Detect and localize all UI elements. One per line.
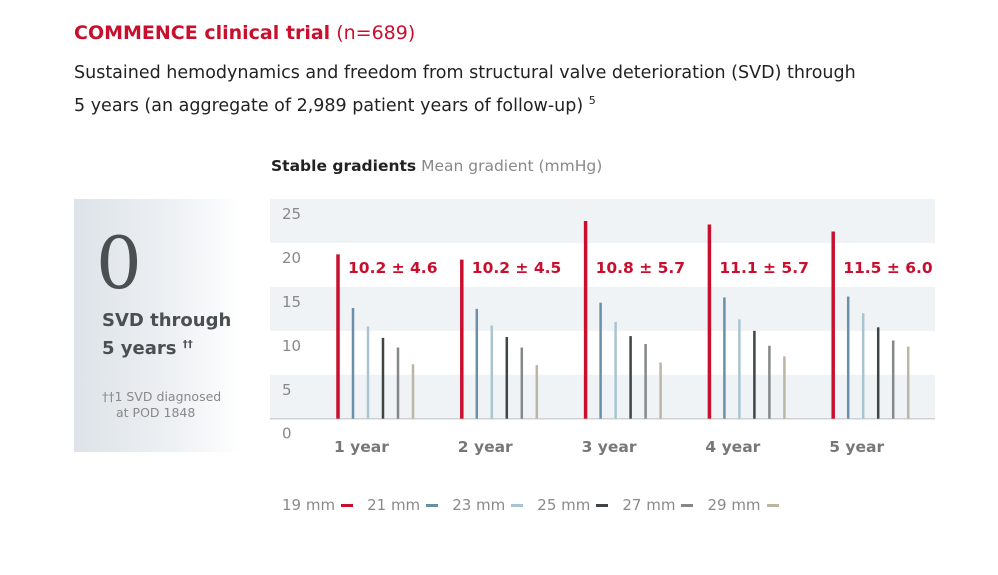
svd-footnote-mark: †† [182,339,193,350]
bar-23mm-5year [861,313,865,419]
y-tick-label: 10 [282,337,301,355]
mean-gradient-label: 10.2 ± 4.5 [472,259,561,277]
grid-band [270,199,935,243]
legend-label: 27 mm [622,496,676,514]
subtitle-line1: Sustained hemodynamics and freedom from … [74,63,856,83]
legend-swatch [596,503,609,507]
legend-item: 19 mm [282,496,354,514]
bar-25mm-2year [505,336,509,419]
legend-label: 19 mm [282,496,336,514]
x-tick-label: 2 year [458,438,513,456]
legend-swatch [341,503,354,507]
bar-29mm-4year [783,356,786,419]
y-tick-label: 5 [282,381,292,399]
bar-27mm-4year [768,345,771,419]
bar-21mm-5year [846,296,850,419]
grid-band [270,286,935,331]
mean-gradient-label: 10.8 ± 5.7 [596,259,685,277]
y-tick-label: 20 [282,249,301,267]
legend-label: 25 mm [537,496,591,514]
subtitle-ref: 5 [588,94,596,107]
bar-19mm-3year [583,220,588,419]
bar-25mm-4year [753,330,756,419]
bar-23mm-3year [614,322,617,419]
mean-gradient-label: 10.2 ± 4.6 [348,259,437,277]
bar-29mm-2year [535,365,539,419]
svd-panel: 0 SVD through 5 years †† ††1 SVD diagnos… [74,199,242,452]
subtitle: Sustained hemodynamics and freedom from … [74,60,894,120]
bar-19mm-1year [336,254,340,419]
svd-note-line1: 1 SVD diagnosed [114,389,222,404]
legend-label: 23 mm [452,496,506,514]
x-tick-label: 3 year [582,438,637,456]
chart-title: Stable gradients [271,157,417,175]
legend-item: 27 mm [622,496,694,514]
page-title: COMMENCE clinical trial (n=689) [74,22,415,44]
svd-footnote: ††1 SVD diagnosed at POD 1848 [102,389,221,421]
svd-label-line2: 5 years [102,338,177,359]
chart-heading: Stable gradients Mean gradient (mmHg) [271,157,602,175]
legend-label: 21 mm [367,496,421,514]
bar-27mm-2year [520,347,524,419]
y-tick-label: 25 [282,205,301,223]
bar-27mm-5year [891,340,895,419]
subtitle-line2: 5 years (an aggregate of 2,989 patient y… [74,95,584,116]
bar-29mm-1year [411,364,415,419]
bar-23mm-1year [366,326,370,419]
y-tick-label: 15 [282,293,301,311]
x-tick-label: 4 year [705,438,760,456]
bar-29mm-5year [906,346,910,419]
legend-swatch [511,503,524,507]
legend-label: 29 mm [707,496,761,514]
chart-ylabel: Mean gradient (mmHg) [421,157,603,175]
legend: 19 mm 21 mm 23 mm 25 mm 27 mm 29 mm [282,496,779,514]
legend-swatch [426,503,439,507]
bar-19mm-5year [831,231,835,419]
title-n: (n=689) [336,22,416,44]
mean-gradient-label: 11.1 ± 5.7 [719,259,808,277]
svd-note-mark: †† [102,389,115,404]
legend-item: 25 mm [537,496,609,514]
bar-25mm-3year [629,336,632,419]
legend-item: 29 mm [707,496,779,514]
bar-27mm-1year [396,347,400,419]
bar-21mm-2year [475,308,479,419]
grid-band [270,374,935,419]
bar-19mm-4year [707,224,712,419]
bar-21mm-1year [351,307,355,419]
bar-25mm-1year [381,337,385,419]
svd-count: 0 [96,221,142,305]
bar-23mm-2year [490,325,494,419]
legend-swatch [766,503,779,507]
y-tick-label: 0 [282,425,292,443]
bar-21mm-4year [723,297,726,419]
bar-21mm-3year [599,302,602,419]
svd-label: SVD through 5 years †† [102,309,231,361]
legend-swatch [681,503,694,507]
bar-23mm-4year [738,319,741,419]
bar-25mm-5year [876,327,880,419]
bar-19mm-2year [460,259,464,419]
svd-label-line1: SVD through [102,310,232,331]
bar-29mm-3year [659,362,662,419]
title-bold: COMMENCE clinical trial [74,22,331,44]
svd-note-line2: at POD 1848 [116,405,196,420]
legend-item: 21 mm [367,496,439,514]
x-tick-label: 1 year [334,438,389,456]
x-tick-label: 5 year [829,438,884,456]
mean-gradient-label: 11.5 ± 6.0 [843,259,933,277]
bar-27mm-3year [644,344,647,419]
legend-item: 23 mm [452,496,524,514]
